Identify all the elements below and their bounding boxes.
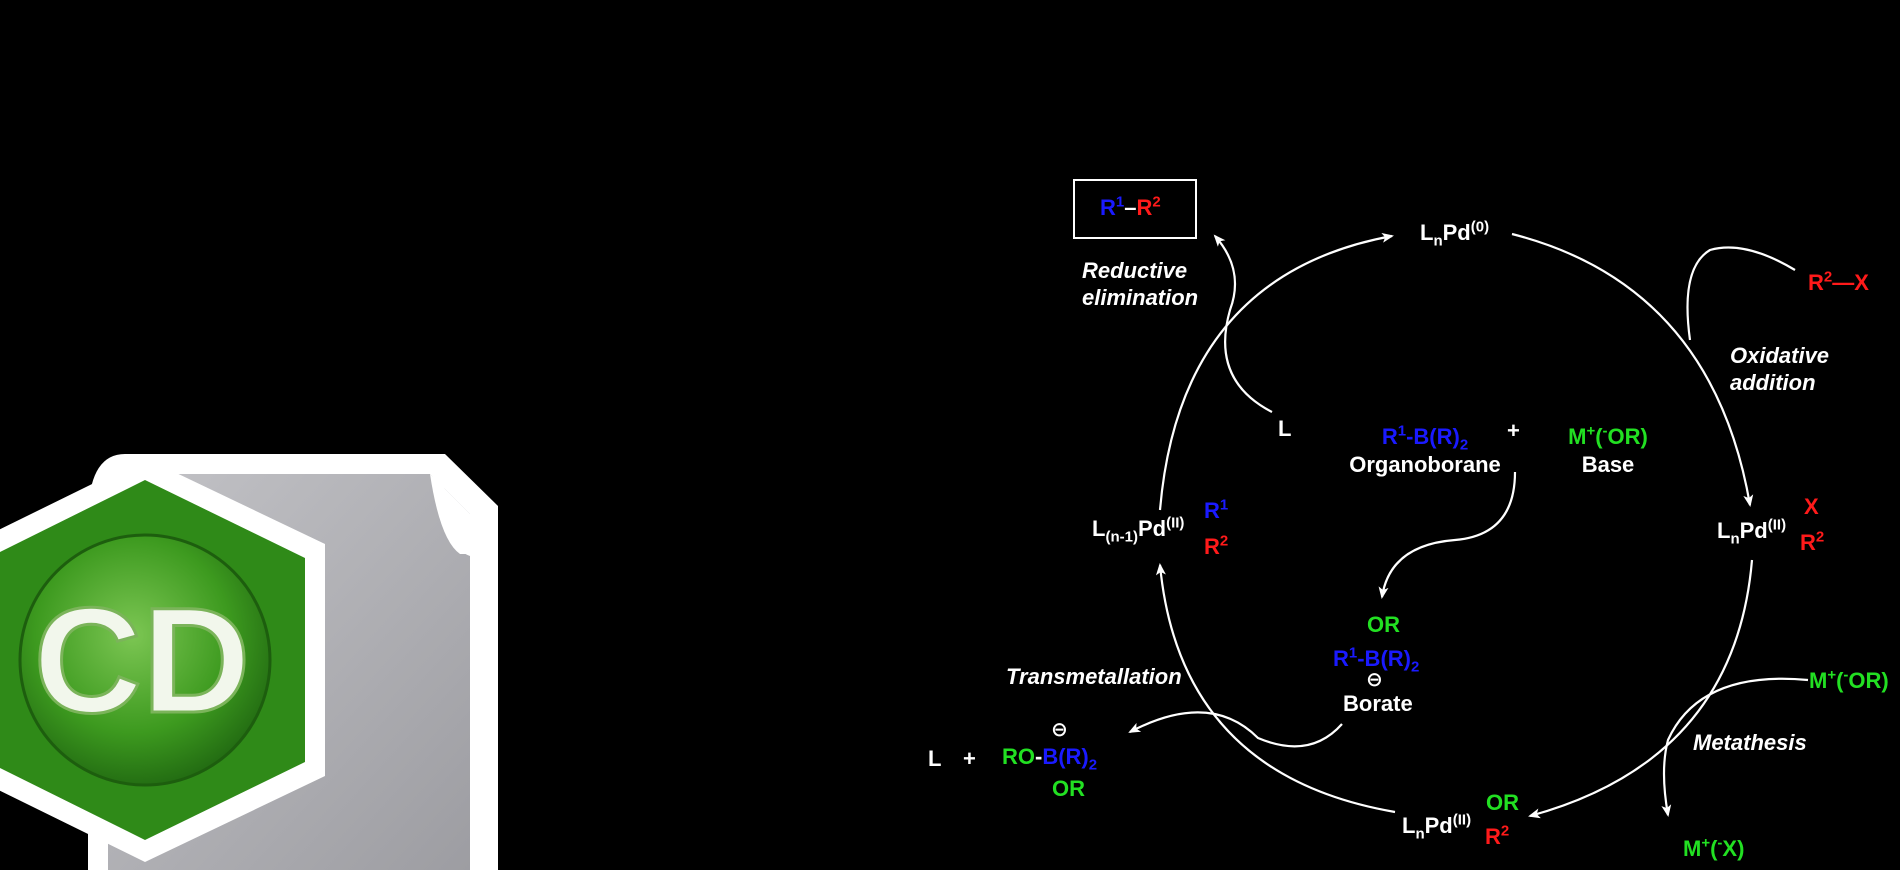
arrow-base-in-salt-out (1661, 677, 1809, 817)
free-ligand: L (1278, 416, 1292, 441)
label-transmetallation: Transmetallation (1006, 664, 1182, 689)
logo-text: CD (34, 576, 251, 744)
base: M+(-OR) Base (1568, 422, 1648, 477)
pd-meta-r2: R2 (1485, 822, 1510, 849)
borate-formula: R1-B(R)2 (1333, 644, 1420, 676)
byproduct-charge: ⊖ (1051, 719, 1068, 741)
product-r1-r2: R1–R2 (1100, 193, 1161, 220)
base-right: M+(-OR) (1809, 666, 1889, 693)
reagent-r2-x: R2—X (1808, 268, 1869, 295)
arrow-reductive-elimination (1158, 232, 1394, 511)
arrow-borate-formation (1378, 471, 1517, 599)
byproduct-plus: + (963, 746, 976, 771)
byproduct-ligand: L (928, 746, 942, 771)
pd-trans-r2: R2 (1204, 532, 1229, 559)
salt-byproduct: M+(-X) (1683, 834, 1745, 861)
borate-charge: ⊖ (1366, 669, 1383, 691)
product-box (1073, 179, 1197, 239)
label-reductive-elimination: Reductive elimination (1082, 258, 1199, 310)
organoborane: R1-B(R)2 Organoborane (1349, 422, 1501, 477)
pd-trans-r1: R1 (1204, 496, 1229, 523)
byproduct-borate: RO-B(R)2 (1002, 744, 1098, 774)
arrow-to-byproduct (1128, 711, 1343, 748)
label-oxidative-addition: Oxidative addition (1730, 343, 1830, 395)
pd-metathesis-complex: LnPd(II) (1402, 811, 1472, 843)
arrow-r2x-input (1686, 246, 1796, 341)
arrow-oxidative-addition (1511, 232, 1754, 507)
byproduct-or: OR (1052, 776, 1085, 801)
pd-transmetallation-complex: L(n-1)Pd(II) (1092, 514, 1185, 546)
pd0-complex: LnPd(0) (1420, 218, 1490, 250)
label-metathesis: Metathesis (1693, 730, 1807, 755)
pd-meta-or: OR (1486, 790, 1519, 815)
plus-sign: + (1507, 418, 1520, 443)
borate-name: Borate (1343, 691, 1413, 716)
arrow-transmetallation (1155, 563, 1396, 814)
arrow-to-product (1213, 234, 1273, 413)
borate-or: OR (1367, 612, 1400, 637)
arrow-metathesis (1528, 559, 1754, 819)
chemdraw-document-icon: CD (0, 454, 498, 870)
pd-oxadd-x: X (1804, 494, 1819, 519)
pd-oxidative-addition-complex: LnPd(II) (1717, 516, 1787, 548)
pd-oxadd-r2: R2 (1800, 528, 1825, 555)
